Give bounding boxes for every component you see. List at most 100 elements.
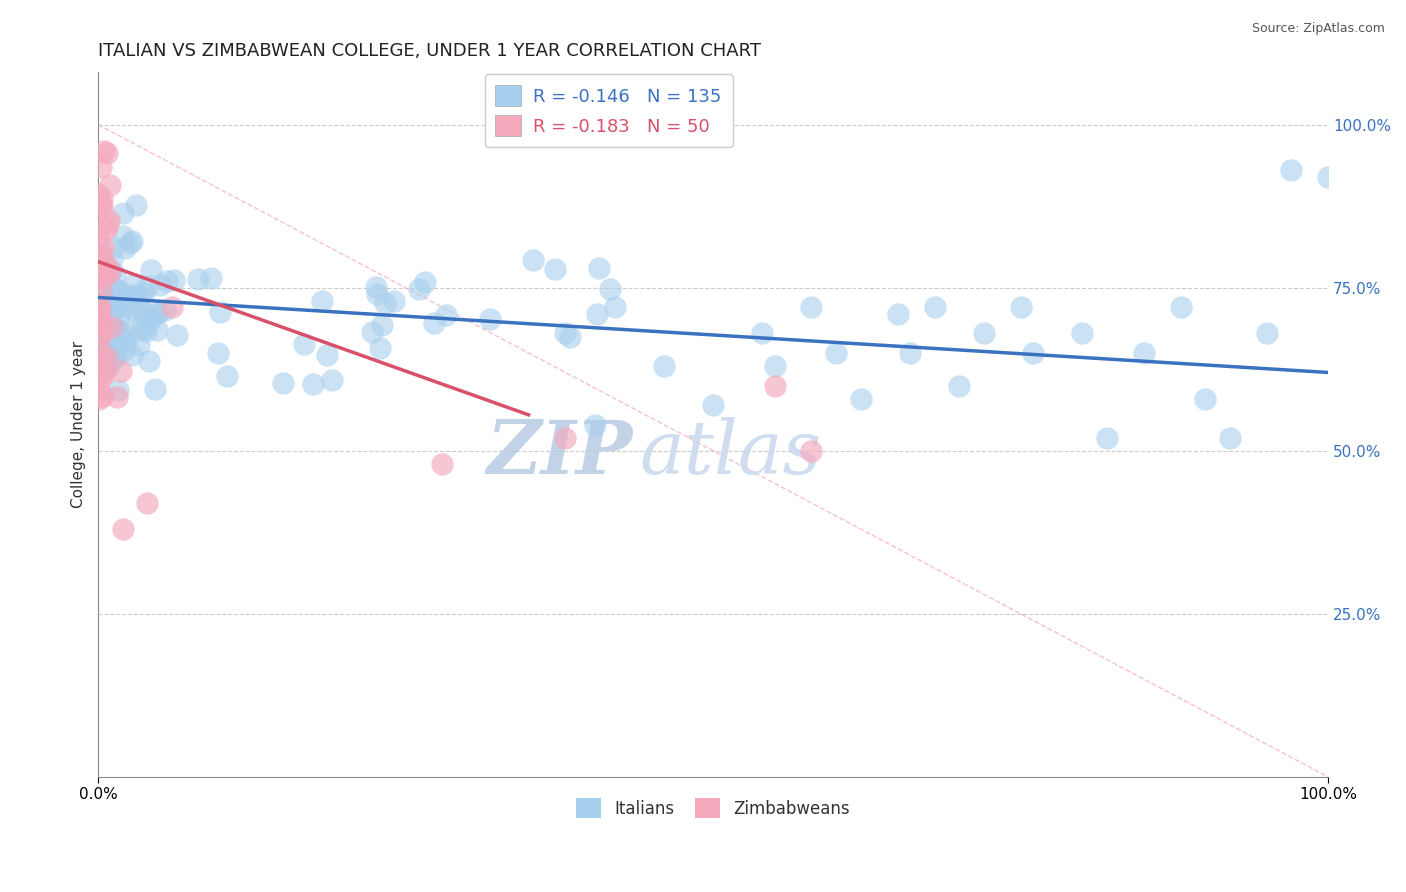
Point — [849, 392, 872, 406]
Point — [90, 192, 112, 206]
Point — [413, 275, 436, 289]
Point — [145, 383, 167, 397]
Point — [91, 319, 114, 334]
Point — [148, 306, 170, 320]
Point — [973, 326, 995, 341]
Point — [1279, 163, 1302, 178]
Point — [87, 326, 110, 341]
Point — [131, 322, 153, 336]
Point — [124, 197, 146, 211]
Point — [200, 271, 222, 285]
Point — [207, 345, 229, 359]
Point — [1132, 346, 1154, 360]
Point — [90, 289, 112, 303]
Point — [763, 359, 786, 373]
Text: ZIP: ZIP — [486, 417, 633, 489]
Point — [1095, 431, 1118, 445]
Legend: Italians, Zimbabweans: Italians, Zimbabweans — [569, 791, 856, 825]
Point — [1170, 300, 1192, 314]
Point — [160, 300, 183, 314]
Point — [825, 346, 848, 360]
Point — [898, 346, 921, 360]
Point — [114, 334, 136, 349]
Point — [948, 378, 970, 392]
Point — [1317, 169, 1340, 184]
Point — [111, 285, 134, 300]
Point — [89, 297, 111, 311]
Point — [366, 286, 388, 301]
Point — [93, 144, 115, 158]
Point — [1022, 346, 1045, 360]
Point — [97, 218, 120, 232]
Point — [311, 294, 333, 309]
Point — [101, 240, 124, 254]
Point — [139, 263, 162, 277]
Point — [97, 345, 120, 359]
Point — [316, 348, 339, 362]
Point — [103, 302, 125, 317]
Point — [87, 272, 110, 286]
Point — [273, 376, 295, 391]
Point — [886, 307, 908, 321]
Point — [90, 285, 112, 299]
Point — [107, 283, 129, 297]
Point — [108, 310, 131, 324]
Point — [124, 288, 146, 302]
Point — [104, 268, 127, 283]
Point — [105, 322, 128, 336]
Point — [124, 277, 146, 292]
Point — [1071, 326, 1094, 341]
Point — [98, 322, 121, 336]
Text: Source: ZipAtlas.com: Source: ZipAtlas.com — [1251, 22, 1385, 36]
Point — [105, 390, 128, 404]
Point — [115, 301, 138, 316]
Point — [89, 249, 111, 263]
Point — [98, 266, 121, 280]
Point — [89, 250, 111, 264]
Point — [124, 303, 146, 318]
Point — [110, 364, 132, 378]
Point — [90, 197, 112, 211]
Point — [89, 392, 111, 406]
Point — [432, 457, 454, 471]
Point — [371, 318, 394, 333]
Point — [162, 272, 184, 286]
Point — [103, 292, 125, 306]
Point — [146, 323, 169, 337]
Point — [90, 328, 112, 343]
Point — [105, 340, 128, 354]
Point — [129, 288, 152, 302]
Text: ITALIAN VS ZIMBABWEAN COLLEGE, UNDER 1 YEAR CORRELATION CHART: ITALIAN VS ZIMBABWEAN COLLEGE, UNDER 1 Y… — [98, 42, 761, 60]
Point — [800, 443, 823, 458]
Point — [134, 307, 156, 321]
Point — [132, 286, 155, 301]
Point — [87, 233, 110, 247]
Point — [121, 348, 143, 362]
Point — [93, 320, 115, 334]
Point — [87, 265, 110, 279]
Point — [603, 300, 626, 314]
Point — [149, 277, 172, 292]
Point — [112, 205, 135, 219]
Point — [104, 349, 127, 363]
Point — [89, 357, 111, 371]
Point — [101, 308, 124, 322]
Point — [97, 325, 120, 339]
Point — [1256, 326, 1278, 341]
Point — [131, 302, 153, 317]
Point — [97, 291, 120, 305]
Point — [89, 330, 111, 344]
Point — [96, 260, 118, 275]
Point — [302, 376, 325, 391]
Point — [96, 350, 118, 364]
Point — [101, 351, 124, 366]
Point — [292, 337, 315, 351]
Point — [90, 316, 112, 330]
Point — [101, 351, 124, 366]
Point — [136, 496, 159, 510]
Point — [107, 293, 129, 307]
Point — [138, 315, 160, 329]
Point — [114, 324, 136, 338]
Point — [103, 341, 125, 355]
Point — [588, 260, 610, 275]
